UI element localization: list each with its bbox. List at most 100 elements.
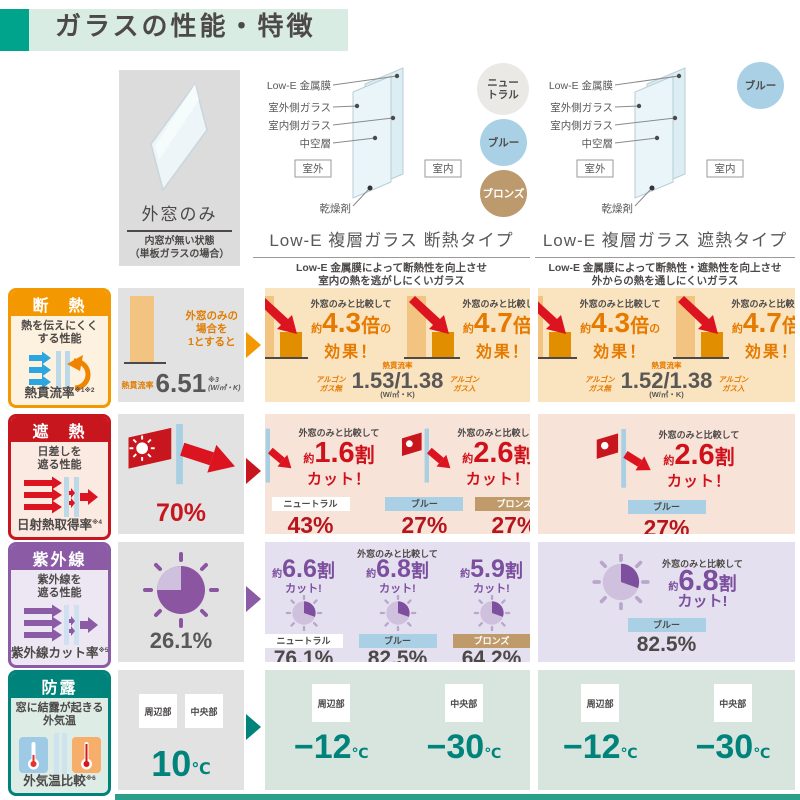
thermometers-icon <box>18 733 101 775</box>
axis-line <box>124 362 166 364</box>
bar-drop-chart-icon <box>403 296 460 359</box>
sunlight-block-arrows-icon <box>23 476 98 517</box>
uv-sun-pie-small-icon <box>473 595 510 631</box>
row-metric-insulation: 熱貫流率※1※2 <box>24 386 95 400</box>
bar-drop-chart-icon <box>265 296 308 359</box>
chip-perimeter: 周辺部 <box>312 684 351 722</box>
uv-cut-value: 82.5% <box>636 633 697 656</box>
page-title: ガラスの性能・特徴 <box>55 11 316 41</box>
row-title-uv: 紫外線 <box>11 545 108 570</box>
row-desc-condensation: 窓に結露が起きる 外気温 <box>15 702 104 727</box>
chip-center: 中央部 <box>713 684 752 722</box>
condensation-temp-outer: 10 ℃ <box>151 743 211 784</box>
row-header-insulation: 断 熱 熱を伝えにくく する性能 熱貫流率※1※2 <box>8 288 111 408</box>
condensation-temp: −30 ℃ <box>695 728 771 766</box>
uv-block-arrows-icon <box>23 604 98 645</box>
shielding-type-title: Low-E 複層ガラス 遮熱タイプ <box>542 231 788 250</box>
tag-blue: ブルー <box>627 618 706 632</box>
label-desiccant: 乾燥剤 <box>320 202 352 215</box>
chip-perimeter: 周辺部 <box>581 684 620 722</box>
heat-flow-arrows-icon <box>28 351 90 391</box>
temp-group-perimeter: 周辺部 −12 ℃ <box>294 684 369 764</box>
label-air-layer: 中空層 <box>582 137 614 150</box>
outer-caption-line1: 内窓が無い状態 <box>144 236 215 247</box>
u-value-comparison: アルゴン ガス無 熱貫流率 1.53/1.38 (W/㎡・K) アルゴン ガス入 <box>315 361 480 399</box>
uv-block-blue: 外窓のみと比較して 約 6.8 割 カット! ブルー 82.5% <box>538 542 795 656</box>
arrow-right-icon <box>246 332 261 358</box>
shielding-caption-line2: 外からの熱を通しにくいガラス <box>591 275 739 287</box>
label-membrane: Low-E 金属膜 <box>549 79 614 92</box>
row-metric-condensation: 外気温比較※6 <box>23 774 96 788</box>
shading-block-neutral: 外窓のみと比較して 約 1.6 割 カット！ ニュートラル 43% <box>265 426 379 534</box>
outer-only-title: 外窓のみ <box>141 205 218 224</box>
label-outer-glass: 室外側ガラス <box>550 101 613 114</box>
row-desc-insulation: 熱を伝えにくく する性能 <box>21 320 98 345</box>
baseline-bar <box>130 296 154 362</box>
bar-drop-chart-icon <box>672 296 729 359</box>
uv-cut-value: 64.2% <box>461 647 522 663</box>
sun-through-glass-icon <box>128 423 235 485</box>
insulation-type-caption: Low-E 金属膜によって断熱性を向上させ 室内の熱を逃がしにくいガラス <box>253 262 530 288</box>
chip-perimeter: 周辺部 <box>139 694 177 728</box>
sun-blocked-icon <box>596 429 651 488</box>
uv-cut-value: 76.1% <box>273 647 334 663</box>
tag-bronze: ブロンズ <box>452 634 530 648</box>
label-outdoor: 室外 <box>585 162 606 175</box>
sun-blocked-icon <box>401 428 450 483</box>
u-value-outer: 熱貫流率 6.51 ※3 (W/㎡・K) <box>121 368 241 398</box>
sun-blocked-icon <box>265 428 292 483</box>
lowe-glass-diagram-shielding: Low-E 金属膜 室外側ガラス 室内側ガラス 中空層 室外 室内 乾燥剤 <box>549 67 744 215</box>
row-metric-uv: 紫外線カット率※5 <box>11 646 109 660</box>
label-desiccant: 乾燥剤 <box>602 202 634 215</box>
label-outer-glass: 室外側ガラス <box>268 101 331 114</box>
cell-insulation-type-shielding: 外窓のみと比較して 約4.3倍の 効果！ 外窓のみと比較して <box>538 288 795 402</box>
column-shielding-header: Low-E 金属膜 室外側ガラス 室内側ガラス 中空層 室外 室内 乾燥剤 Lo… <box>535 62 795 288</box>
label-indoor: 室内 <box>433 162 454 175</box>
outer-caption-line2: （単板ガラスの場合） <box>129 248 230 260</box>
uv-cut-value: 82.5% <box>367 647 428 663</box>
cell-insulation-type-insulation: 外窓のみと比較して 約4.3倍の 効果！ 外窓のみと比較して <box>265 288 530 402</box>
row-header-shading: 遮 熱 日差しを 遮る性能 日射熱取得率※4 <box>8 414 111 540</box>
divider <box>253 257 530 258</box>
bar-comparison-4-3: 外窓のみと比較して 約 4.3 倍の 効果！ <box>265 294 392 362</box>
uv-sun-pie-small-icon <box>379 595 416 631</box>
condensation-temp: −30 ℃ <box>426 728 502 766</box>
arrow-right-icon <box>246 586 261 612</box>
uv-cut-outer: 26.1% <box>149 628 213 653</box>
column-insulation-header: Low-E 金属膜 室外側ガラス 室内側ガラス 中空層 室外 室内 乾燥剤 Lo… <box>253 62 530 288</box>
uv-sun-pie-small-icon <box>285 595 322 631</box>
swatch-bronze: ブロンズ <box>480 170 527 217</box>
swatch-blue-insulation: ブルー <box>480 119 527 166</box>
tag-blue: ブルー <box>627 500 706 514</box>
divider <box>535 257 795 258</box>
uv-block-bronze: 約 5.9 割 カット! ブロンズ 64.2% <box>452 557 530 663</box>
solar-gain-value: 27% <box>643 515 690 534</box>
cell-uv-type-shielding: 外窓のみと比較して 約 6.8 割 カット! ブルー 82.5% <box>538 542 795 662</box>
uv-block-blue: 約 6.8 割 カット! ブルー 82.5% <box>358 557 437 663</box>
solar-gain-value: 43% <box>287 512 334 534</box>
swatch-neutral-line1: ニュー <box>487 77 519 89</box>
label-indoor: 室内 <box>715 162 736 175</box>
row-title-insulation: 断 熱 <box>11 291 108 316</box>
row-header-uv: 紫外線 紫外線を 遮る性能 紫外線カット率※5 <box>8 542 111 668</box>
cell-uv-outer-only: 26.1% <box>118 542 244 662</box>
uv-block-neutral: 約 6.6 割 カット! ニュートラル 76.1% <box>265 557 343 662</box>
shading-block-blue-bronze: 外窓のみと比較して 約2.6割 カット！ ブルー 27% ブロンズ 27% <box>385 426 530 534</box>
shading-block-blue: 外窓のみと比較して 約 2.6 割 カット！ ブルー 27% <box>538 414 795 534</box>
label-outdoor: 室外 <box>303 162 324 175</box>
outer-only-caption: 内窓が無い状態 （単板ガラスの場合） <box>119 236 240 261</box>
bar-comparison-4-3: 外窓のみと比較して 約 4.3 倍の 効果！ <box>538 294 661 362</box>
row-title-condensation: 防露 <box>11 673 108 698</box>
uv-sun-pie-small-icon <box>592 554 650 610</box>
bar-drop-chart-icon <box>538 296 577 359</box>
tag-bronze: ブロンズ <box>475 497 530 511</box>
solar-gain-value: 27% <box>401 512 448 534</box>
swatch-blue-shielding: ブルー <box>737 62 784 109</box>
label-inner-glass: 室内側ガラス <box>550 119 613 132</box>
temp-group-center: 中央部 −30 ℃ <box>426 684 502 766</box>
temp-group-perimeter: 周辺部 −12 ℃ <box>563 684 638 764</box>
swatch-neutral-line2: トラル <box>487 89 519 101</box>
chip-center: 中央部 <box>444 684 483 722</box>
swatch-neutral: ニュー トラル <box>477 63 529 115</box>
